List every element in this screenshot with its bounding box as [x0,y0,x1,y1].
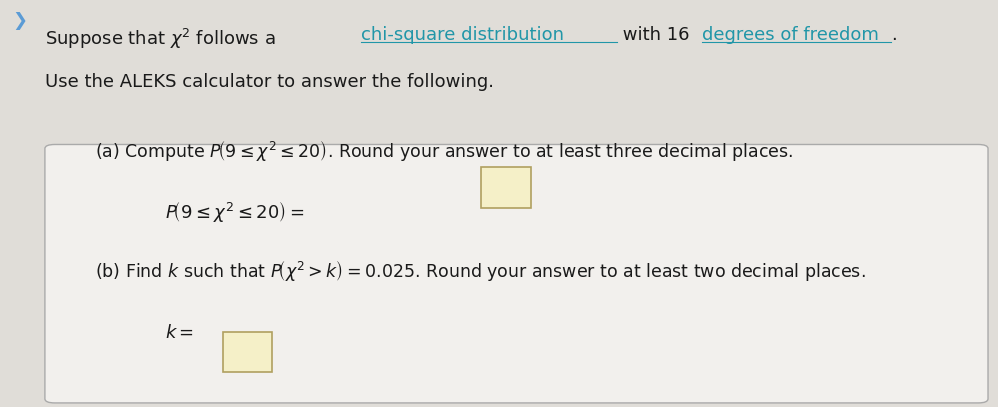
FancyBboxPatch shape [45,144,988,403]
FancyBboxPatch shape [223,332,272,372]
FancyBboxPatch shape [481,167,531,208]
Text: Use the ALEKS calculator to answer the following.: Use the ALEKS calculator to answer the f… [45,73,494,91]
Text: $k = $: $k = $ [165,324,194,341]
Text: (b) Find $k$ such that $P\!\left(\chi^2 > k\right) = 0.025$. Round your answer t: (b) Find $k$ such that $P\!\left(\chi^2 … [95,258,865,283]
Text: Suppose that $\chi^2$ follows a: Suppose that $\chi^2$ follows a [45,26,277,50]
Text: (a) Compute $P\!\left(9 \leq \chi^2 \leq 20\right)$. Round your answer to at lea: (a) Compute $P\!\left(9 \leq \chi^2 \leq… [95,138,793,163]
Text: .: . [891,26,897,44]
Text: with 16: with 16 [617,26,695,44]
Text: ❯: ❯ [12,12,27,30]
Text: degrees of freedom: degrees of freedom [702,26,878,44]
Text: chi-square distribution: chi-square distribution [361,26,564,44]
Text: $P\!\left(9 \leq \chi^2 \leq 20\right) = $: $P\!\left(9 \leq \chi^2 \leq 20\right) =… [165,199,304,224]
